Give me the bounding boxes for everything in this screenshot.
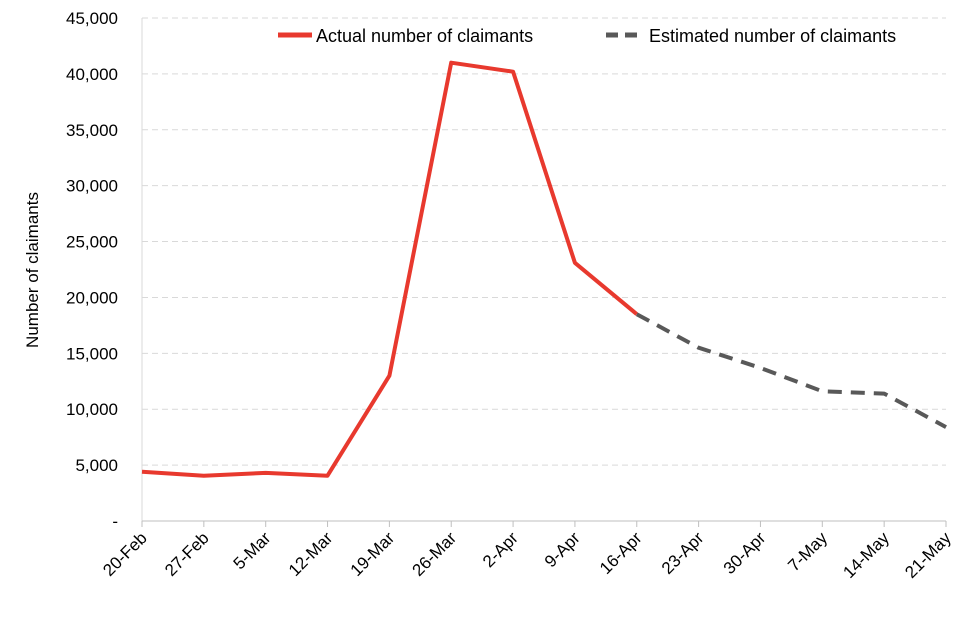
x-tick-label: 19-Mar [347, 528, 399, 580]
y-tick-label: 5,000 [75, 456, 118, 475]
y-axis-tick-labels: - 5,000 10,000 15,000 20,000 25,000 30,000 35,0… [66, 9, 118, 531]
x-tick-label: 26-Mar [409, 528, 461, 580]
y-tick-label: 15,000 [66, 344, 118, 363]
legend: Actual number of claimants Estimated num… [278, 26, 896, 46]
axes [141, 18, 947, 527]
x-tick-label: 16-Apr [596, 528, 646, 578]
y-axis-title: Number of claimants [23, 192, 42, 348]
y-tick-label: 40,000 [66, 65, 118, 84]
x-tick-label: 2-Apr [479, 528, 522, 571]
y-tick-label: 45,000 [66, 9, 118, 28]
x-tick-label: 7-May [784, 528, 831, 575]
x-axis-tick-labels: 20-Feb 27-Feb 5-Mar 12-Mar 19-Mar 26-Mar 2-Apr… [99, 528, 955, 582]
legend-label-estimated: Estimated number of claimants [649, 26, 896, 46]
series-lines [141, 60, 947, 478]
x-tick-label: 30-Apr [720, 528, 770, 578]
y-tick-label: 35,000 [66, 121, 118, 140]
y-tick-label: - [112, 512, 118, 531]
y-tick-label: 10,000 [66, 400, 118, 419]
x-tick-label: 21-May [901, 528, 955, 582]
x-tick-label: 12-Mar [285, 528, 337, 580]
x-tick-label: 5-Mar [230, 528, 275, 573]
x-tick-label: 14-May [839, 528, 893, 582]
x-tick-label: 23-Apr [658, 528, 708, 578]
y-tick-label: 20,000 [66, 288, 118, 307]
x-tick-label: 20-Feb [99, 528, 151, 580]
series-line-estimated [635, 312, 947, 429]
legend-label-actual: Actual number of claimants [316, 26, 533, 46]
series-line-actual [141, 60, 639, 478]
x-tick-label: 27-Feb [161, 528, 213, 580]
y-tick-label: 25,000 [66, 233, 118, 252]
y-tick-label: 30,000 [66, 177, 118, 196]
x-tick-label: 9-Apr [541, 528, 584, 571]
gridlines [142, 17, 946, 466]
